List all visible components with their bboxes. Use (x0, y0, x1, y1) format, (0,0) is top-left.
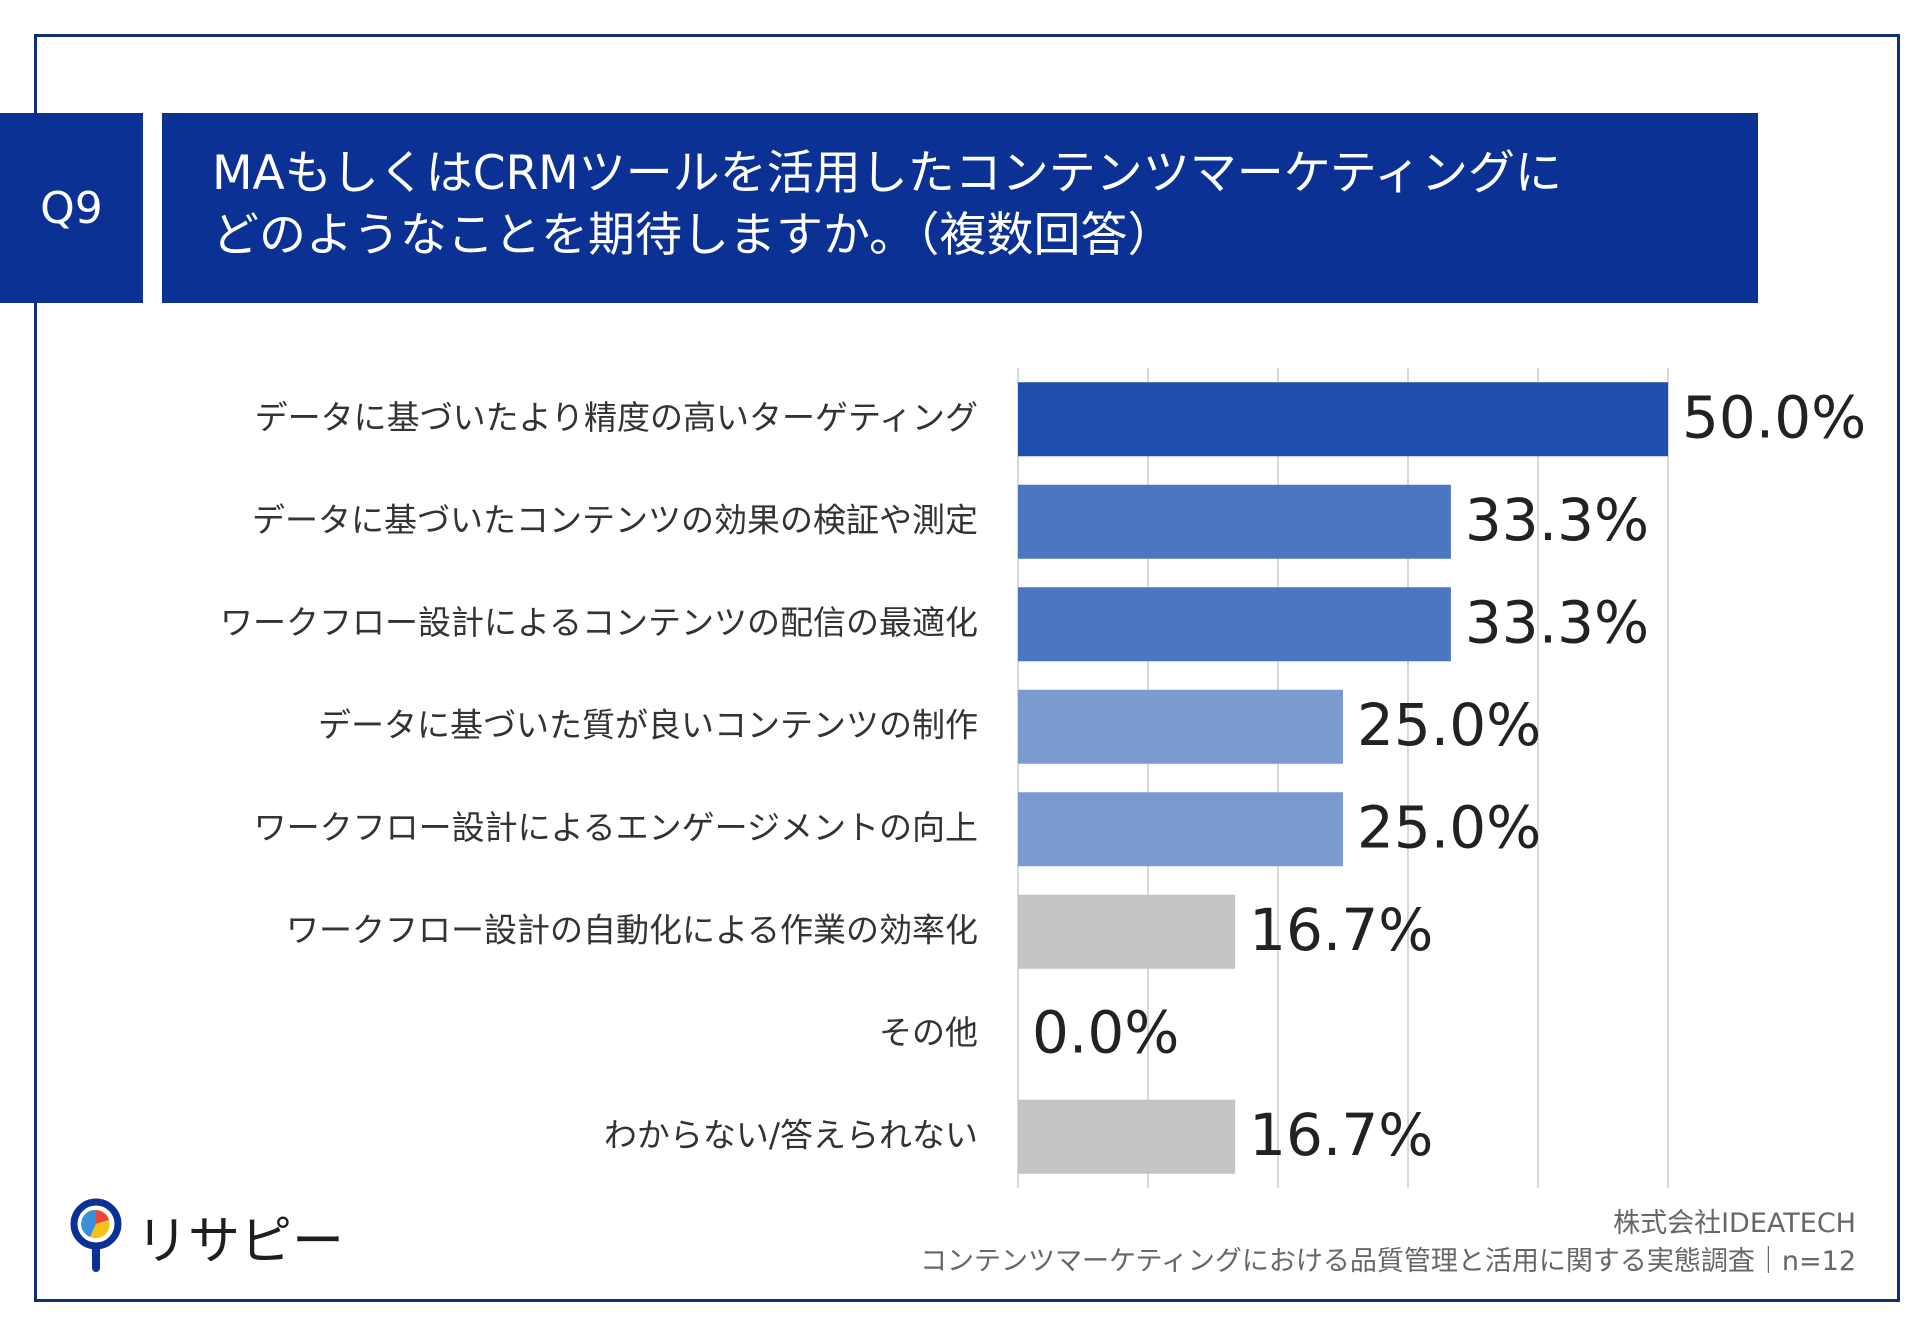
question-title: MAもしくはCRMツールを活用したコンテンツマーケティングに どのようなことを期… (162, 113, 1758, 303)
pin-logo-icon (70, 1198, 122, 1272)
value-label: 50.0% (1682, 383, 1866, 451)
brand-logo: リサピー (70, 1198, 344, 1274)
bar (1018, 894, 1236, 969)
category-label: ワークフロー設計によるコンテンツの配信の最適化 (220, 603, 978, 642)
footer-survey: コンテンツマーケティングにおける品質管理と活用に関する実態調査｜n=12 (920, 1246, 1856, 1277)
category-label: わからない/答えられない (604, 1115, 978, 1154)
question-id: Q9 (40, 182, 103, 234)
question-badge: Q9 (0, 113, 143, 303)
value-label: 0.0% (1032, 998, 1179, 1066)
value-label: 33.3% (1465, 486, 1649, 554)
value-label: 16.7% (1249, 896, 1433, 964)
bar (1018, 382, 1668, 457)
bar (1018, 1099, 1236, 1174)
title-line-2: どのようなことを期待しますか。（複数回答） (212, 208, 1175, 263)
category-label: データに基づいた質が良いコンテンツの制作 (318, 705, 978, 744)
value-label: 33.3% (1465, 588, 1649, 656)
category-label: ワークフロー設計の自動化による作業の効率化 (286, 910, 978, 949)
footer: 株式会社IDEATECH コンテンツマーケティングにおける品質管理と活用に関する… (920, 1205, 1856, 1281)
category-label: ワークフロー設計によるエンゲージメントの向上 (254, 808, 978, 847)
chart-frame (34, 34, 1900, 1302)
bar (1018, 792, 1343, 867)
footer-company: 株式会社IDEATECH (1613, 1208, 1856, 1239)
category-label: データに基づいたより精度の高いターゲティング (255, 398, 978, 437)
category-label: データに基づいたコンテンツの効果の検証や測定 (252, 500, 978, 539)
value-label: 25.0% (1357, 691, 1541, 759)
bar (1018, 587, 1451, 662)
logo-text: リサピー (136, 1211, 345, 1272)
value-label: 25.0% (1357, 793, 1541, 861)
title-line-1: MAもしくはCRMツールを活用したコンテンツマーケティングに (212, 146, 1562, 201)
bar (1018, 484, 1451, 559)
bar (1018, 689, 1343, 764)
category-label: その他 (879, 1013, 978, 1052)
value-label: 16.7% (1249, 1101, 1433, 1169)
